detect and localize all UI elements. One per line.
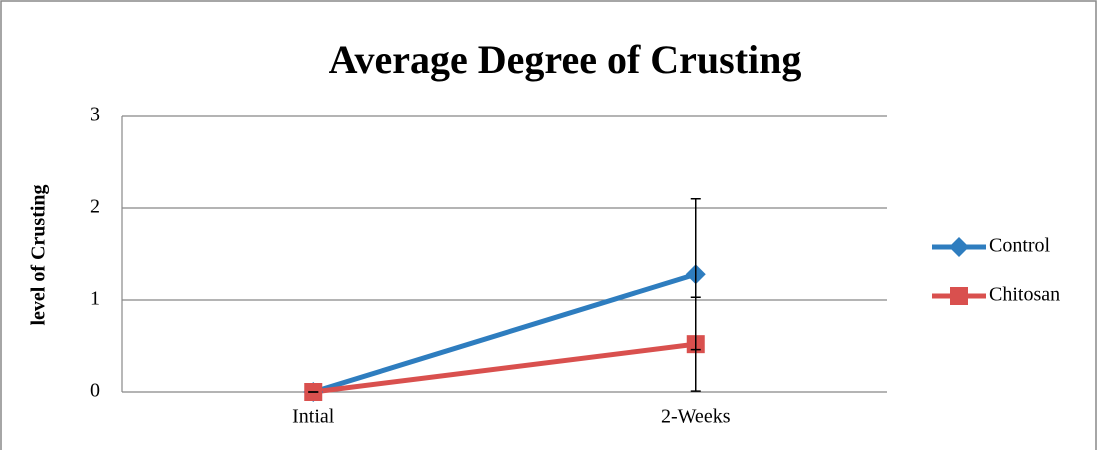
legend-label: Control — [989, 235, 1051, 257]
series-line — [312, 341, 697, 395]
series-line — [312, 271, 697, 395]
legend-label: Chitosan — [989, 284, 1060, 306]
x-tick-label: Intial — [292, 406, 335, 428]
y-tick-label: 3 — [90, 104, 100, 126]
y-tick-label: 2 — [90, 196, 100, 218]
y-tick-label: 1 — [90, 288, 100, 310]
marker — [950, 287, 968, 305]
y-axis-label: level of Crusting — [28, 184, 50, 325]
chart-title: Average Degree of Crusting — [329, 37, 802, 82]
error-bar — [690, 296, 701, 392]
y-tick-label: 0 — [90, 380, 100, 402]
x-tick-label: 2-Weeks — [661, 406, 731, 428]
marker — [949, 237, 969, 257]
